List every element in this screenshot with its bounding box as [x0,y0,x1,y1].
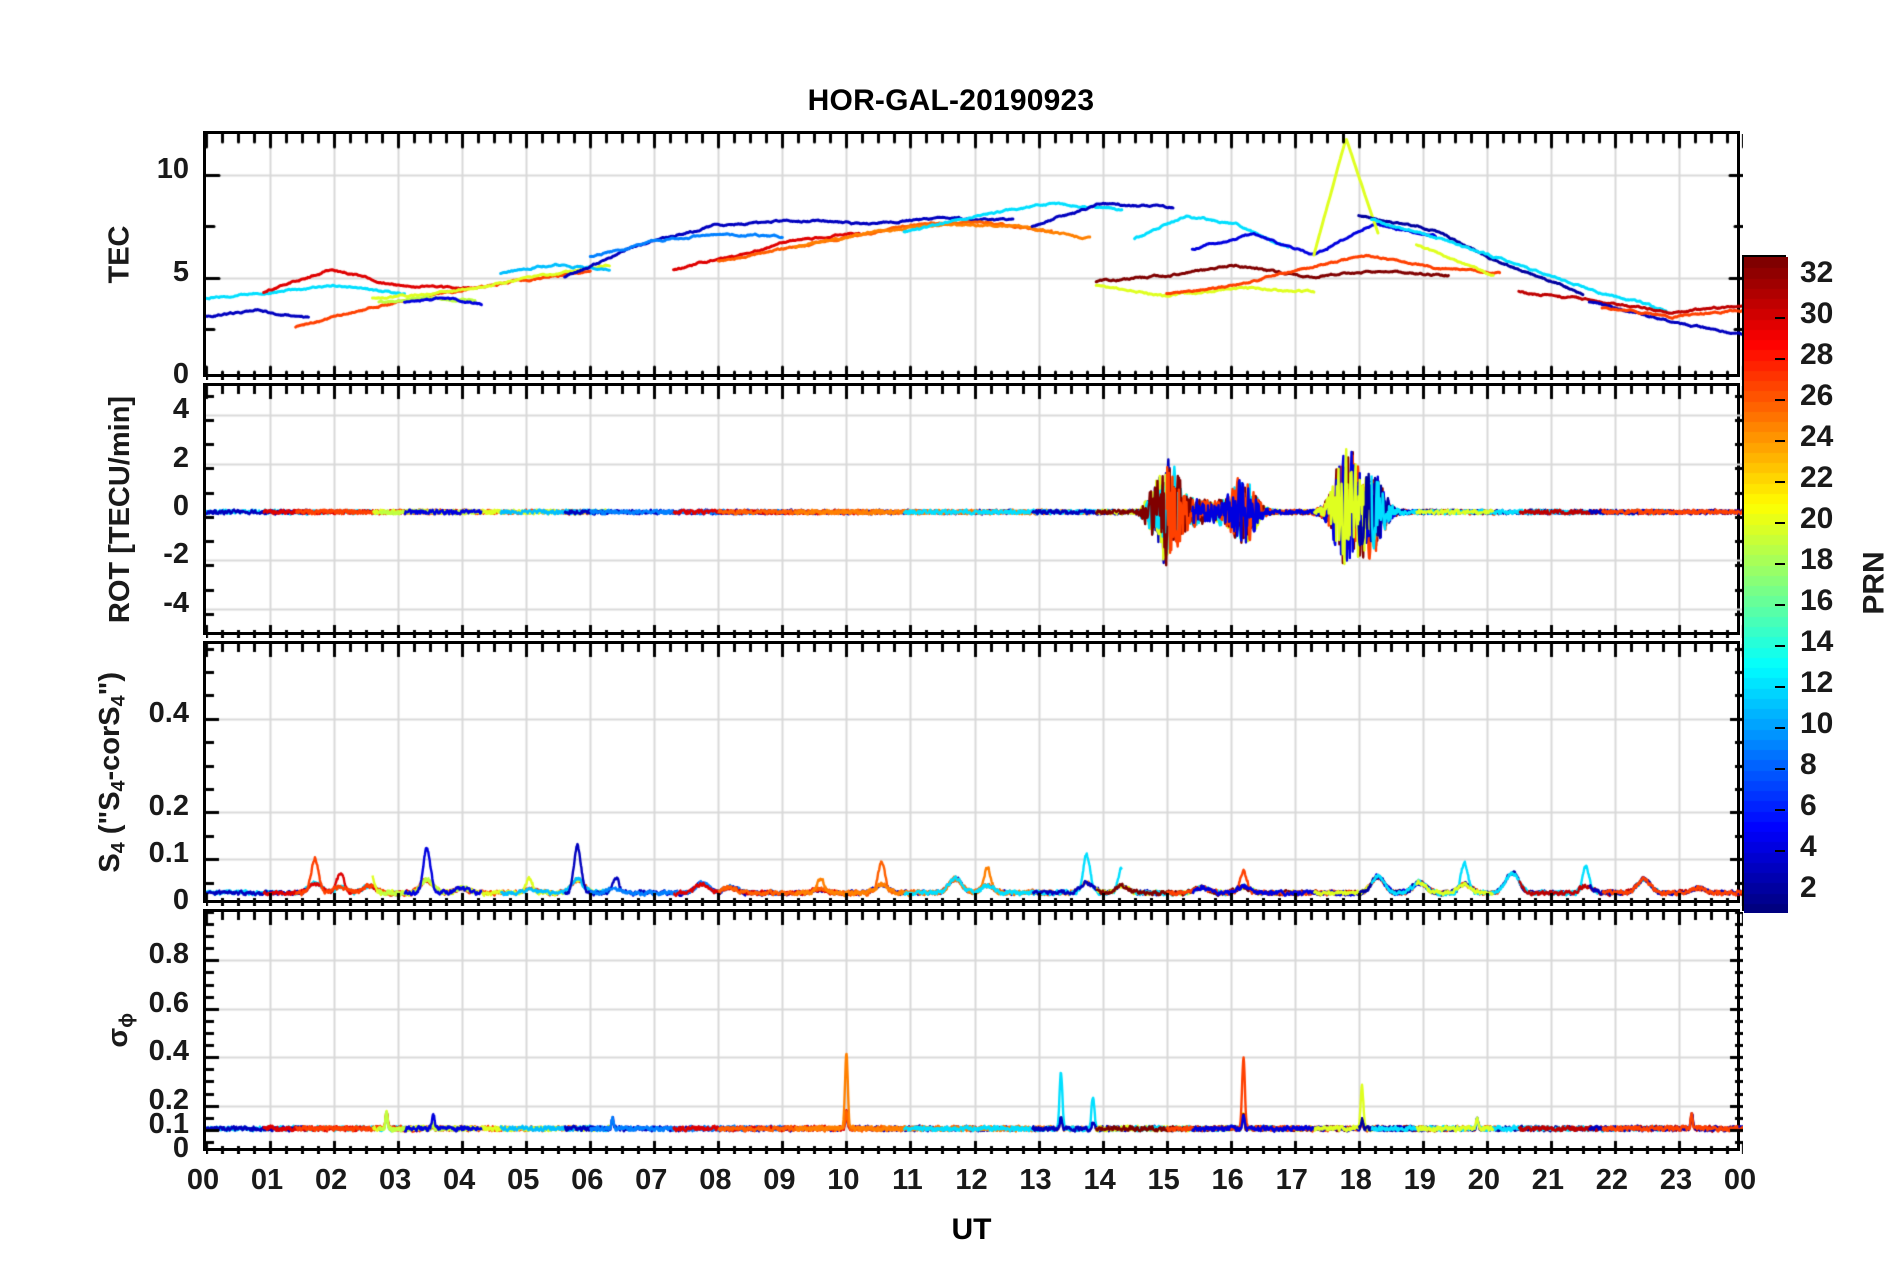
x-tick-label-23: 23 [1659,1164,1693,1196]
x-tick-label-20: 20 [1467,1164,1500,1196]
x-tick-label-24: 00 [1723,1164,1757,1196]
plot-panel-sigma-phi [203,909,1743,1154]
x-tick-label-16: 16 [1211,1164,1244,1196]
y-tick-label-rot-0: 4 [172,393,189,426]
colorbar-tick-24: 24 [1800,419,1834,453]
x-tick-label-2: 02 [314,1164,348,1196]
colorbar-tickmark-6 [1775,809,1785,811]
colorbar-tickmark-26 [1775,399,1785,401]
x-tick-label-14: 14 [1083,1164,1116,1196]
x-tick-label-8: 08 [699,1164,732,1196]
colorbar-tickmark-22 [1775,481,1785,483]
plot-canvas-tec [206,134,1743,380]
colorbar-tick-18: 18 [1800,542,1834,576]
y-tick-label-rot-3: -2 [163,538,189,571]
y-tick-label-sigmaphi-5: 0 [172,1132,189,1164]
y-tick-label-sigmaphi-2: 0.4 [148,1035,189,1068]
x-tick-label-4: 04 [443,1164,476,1196]
colorbar-tickmark-28 [1775,358,1785,360]
colorbar-tick-6: 6 [1800,788,1817,822]
colorbar-tickmark-8 [1775,768,1785,770]
x-tick-label-3: 03 [378,1164,412,1196]
colorbar-tickmark-10 [1775,727,1785,729]
colorbar-tickmark-18 [1775,563,1785,565]
colorbar-tick-28: 28 [1800,337,1834,371]
y-tick-label-sigmaphi-3: 0.2 [148,1083,189,1116]
colorbar-tick-20: 20 [1800,501,1834,535]
x-tick-label-17: 17 [1275,1164,1308,1196]
x-tick-label-19: 19 [1403,1164,1436,1196]
x-tick-label-11: 11 [892,1164,923,1196]
x-tick-label-15: 15 [1147,1164,1180,1196]
y-tick-label-sigmaphi-1: 0.6 [148,986,189,1019]
colorbar-tickmark-20 [1775,522,1785,524]
x-tick-label-12: 12 [955,1164,988,1196]
colorbar-tick-30: 30 [1800,296,1834,330]
y-tick-label-sigmaphi-0: 0.8 [148,938,189,971]
y-axis-label-s4: S4 ("S4-corS4") [93,671,130,873]
x-tick-label-18: 18 [1339,1164,1372,1196]
colorbar-tick-14: 14 [1800,624,1834,658]
y-tick-label-s4-1: 0.2 [148,790,189,823]
colorbar-tick-16: 16 [1800,583,1834,617]
colorbar-tick-12: 12 [1800,665,1834,699]
colorbar-tick-10: 10 [1800,706,1834,740]
y-tick-label-sigmaphi-4: 0.1 [148,1107,189,1140]
x-tick-label-13: 13 [1019,1164,1052,1196]
plot-canvas-sigma-phi [206,912,1743,1154]
x-tick-label-22: 22 [1595,1164,1629,1196]
colorbar-tick-8: 8 [1800,747,1817,781]
x-axis-label: UT [951,1213,992,1246]
y-tick-label-s4-0: 0.4 [148,696,189,729]
x-tick-label-1: 01 [250,1164,284,1196]
colorbar-tick-2: 2 [1800,870,1817,904]
colorbar-tick-32: 32 [1800,255,1834,289]
colorbar-label: PRN [1857,551,1891,615]
y-tick-label-tec-1: 5 [172,255,189,288]
colorbar-tick-4: 4 [1800,829,1817,863]
x-tick-label-10: 10 [827,1164,860,1196]
colorbar-tickmark-24 [1775,440,1785,442]
y-tick-label-rot-4: -4 [163,586,189,619]
plot-panel-rot [203,383,1743,638]
colorbar-tickmark-14 [1775,645,1785,647]
y-axis-label-rot: ROT [TECU/min] [103,395,136,623]
y-axis-label-sigma-phi: σϕ [101,1012,138,1048]
plot-canvas-rot [206,386,1743,638]
y-tick-label-rot-2: 0 [172,490,189,522]
colorbar-tickmark-30 [1775,317,1785,319]
colorbar-tick-26: 26 [1800,378,1834,412]
colorbar-tickmark-16 [1775,604,1785,606]
colorbar [1742,255,1788,913]
x-tick-label-21: 21 [1531,1164,1564,1196]
y-tick-label-tec-2: 0 [172,358,189,390]
y-tick-label-s4-2: 0.1 [148,837,189,870]
x-tick-label-7: 07 [635,1164,668,1196]
plot-canvas-s4 [206,644,1743,906]
y-tick-label-s4-3: 0 [172,884,189,916]
plot-panel-s4 [203,641,1743,906]
colorbar-canvas [1744,257,1788,913]
colorbar-tickmark-12 [1775,686,1785,688]
x-tick-label-9: 09 [763,1164,796,1196]
plot-panel-tec [203,131,1743,380]
y-tick-label-tec-0: 10 [156,153,189,185]
x-tick-label-5: 05 [507,1164,540,1196]
colorbar-tick-22: 22 [1800,460,1834,494]
y-tick-label-rot-1: 2 [172,441,189,474]
y-axis-label-tec: TEC [103,225,136,283]
colorbar-tickmark-4 [1775,850,1785,852]
x-tick-label-6: 06 [571,1164,604,1196]
x-tick-label-0: 00 [186,1164,220,1196]
page-title: HOR-GAL-20190923 [807,84,1095,117]
